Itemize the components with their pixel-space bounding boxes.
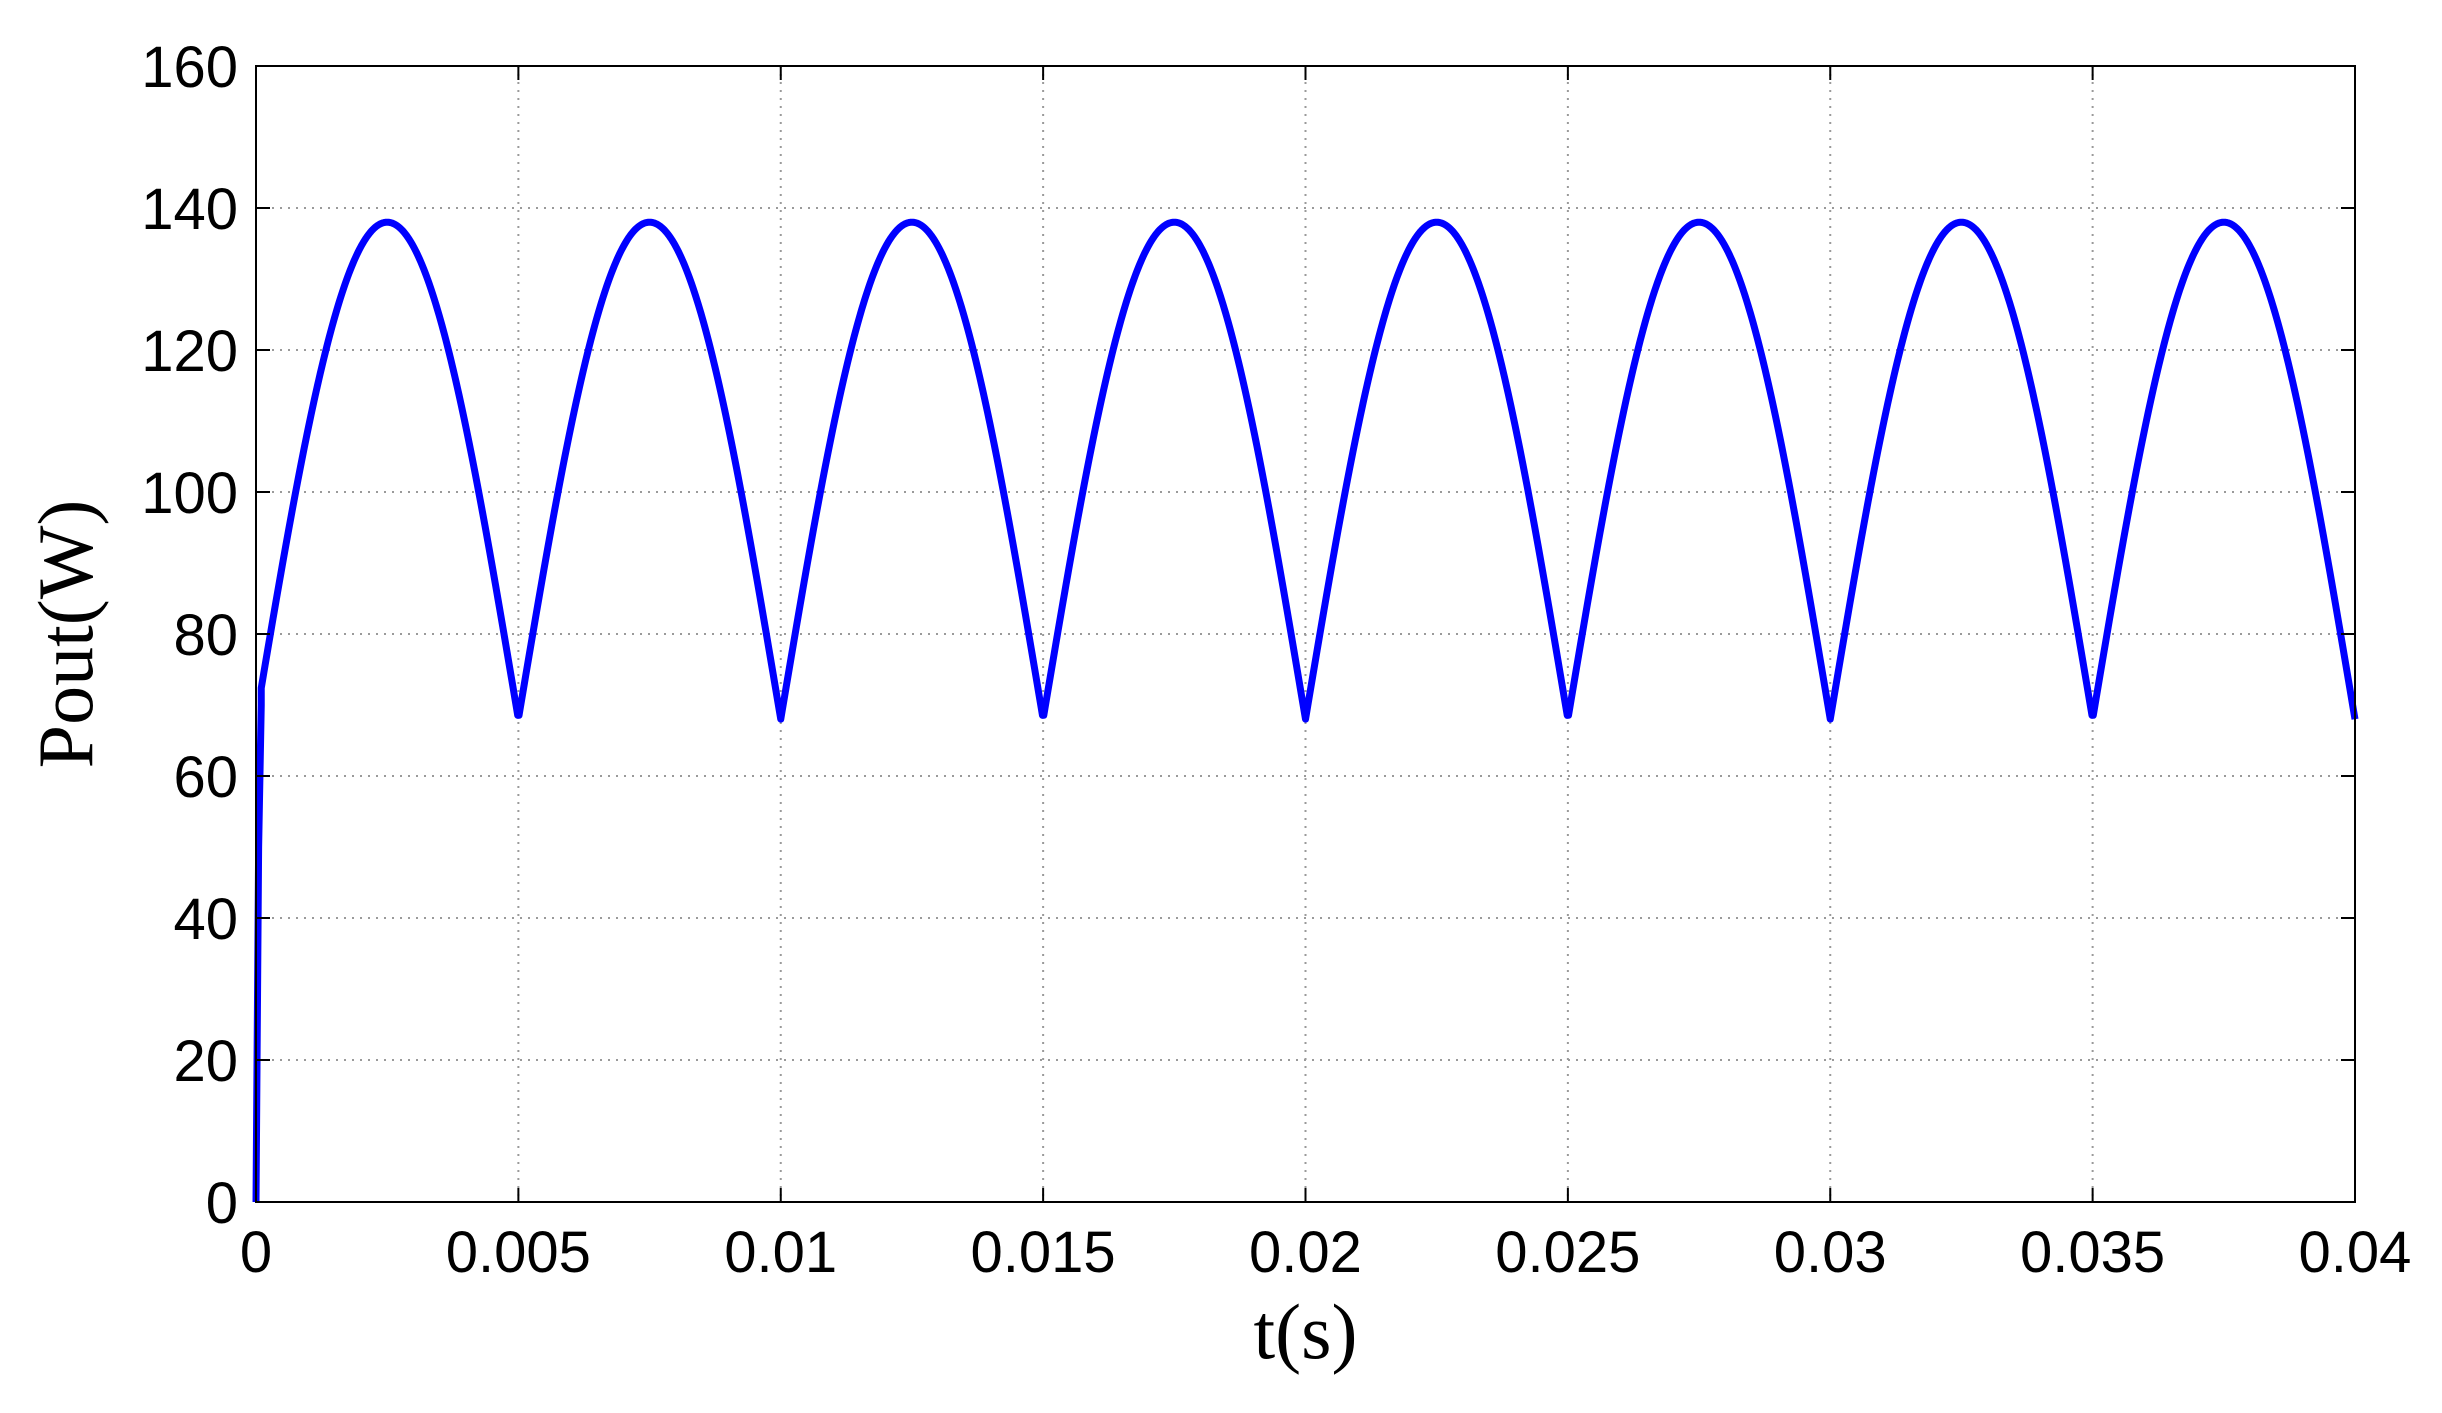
- x-tick-label: 0.015: [971, 1220, 1116, 1285]
- x-tick-label: 0.03: [1774, 1220, 1887, 1285]
- x-tick-label: 0.035: [2020, 1220, 2165, 1285]
- x-axis-label: t(s): [1254, 1288, 1358, 1375]
- x-tick-label: 0.005: [446, 1220, 591, 1285]
- y-tick-label: 120: [141, 319, 238, 384]
- y-tick-label: 100: [141, 461, 238, 526]
- y-axis-label: Pout(W): [22, 500, 109, 769]
- y-tick-label: 40: [173, 887, 238, 952]
- series-line: [252, 218, 2359, 1203]
- y-tick-labels: 0 20 40 60 80 100 120 140 160: [141, 35, 238, 1236]
- y-tick-label: 160: [141, 35, 238, 100]
- x-tick-label: 0.025: [1495, 1220, 1640, 1285]
- x-tick-label: 0: [240, 1220, 272, 1285]
- tick-marks: [255, 65, 2356, 1203]
- x-tick-labels: 0 0.005 0.01 0.015 0.02 0.025 0.03 0.035 0.04: [240, 1220, 2412, 1285]
- grid-lines: [256, 66, 2355, 1202]
- series-layer: [252, 218, 2359, 1203]
- x-tick-label: 0.01: [724, 1220, 837, 1285]
- x-tick-label: 0.04: [2299, 1220, 2412, 1285]
- y-tick-label: 80: [173, 603, 238, 668]
- y-tick-label: 60: [173, 745, 238, 810]
- y-tick-label: 0: [206, 1171, 238, 1236]
- y-tick-label: 20: [173, 1029, 238, 1094]
- y-tick-label: 140: [141, 177, 238, 242]
- x-tick-label: 0.02: [1249, 1220, 1362, 1285]
